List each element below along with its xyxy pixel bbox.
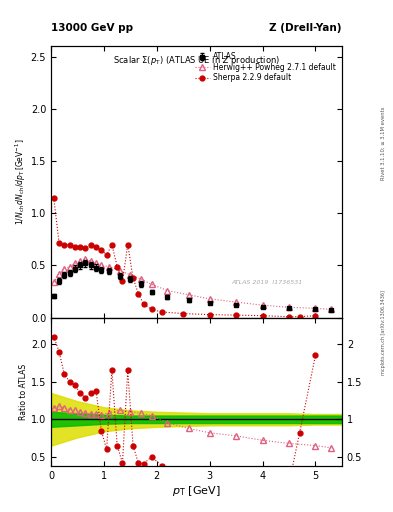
Text: ATLAS 2019  I1736531: ATLAS 2019 I1736531 [231,280,303,285]
X-axis label: $p_\mathrm{T}$ [GeV]: $p_\mathrm{T}$ [GeV] [172,483,221,498]
Text: 13000 GeV pp: 13000 GeV pp [51,23,133,33]
Text: Z (Drell-Yan): Z (Drell-Yan) [270,23,342,33]
Text: Rivet 3.1.10; ≥ 3.1M events: Rivet 3.1.10; ≥ 3.1M events [381,106,386,180]
Legend: ATLAS, Herwig++ Powheg 2.7.1 default, Sherpa 2.2.9 default: ATLAS, Herwig++ Powheg 2.7.1 default, Sh… [192,50,338,84]
Y-axis label: $1/N_\mathrm{ch}\,dN_\mathrm{ch}/dp_\mathrm{T}\,[\mathrm{GeV}^{-1}]$: $1/N_\mathrm{ch}\,dN_\mathrm{ch}/dp_\mat… [13,139,28,225]
Y-axis label: Ratio to ATLAS: Ratio to ATLAS [19,364,28,420]
Text: Scalar $\Sigma(p_\mathrm{T})$ (ATLAS UE in $Z$ production): Scalar $\Sigma(p_\mathrm{T})$ (ATLAS UE … [113,54,280,67]
Text: mcplots.cern.ch [arXiv:1306.3436]: mcplots.cern.ch [arXiv:1306.3436] [381,290,386,375]
